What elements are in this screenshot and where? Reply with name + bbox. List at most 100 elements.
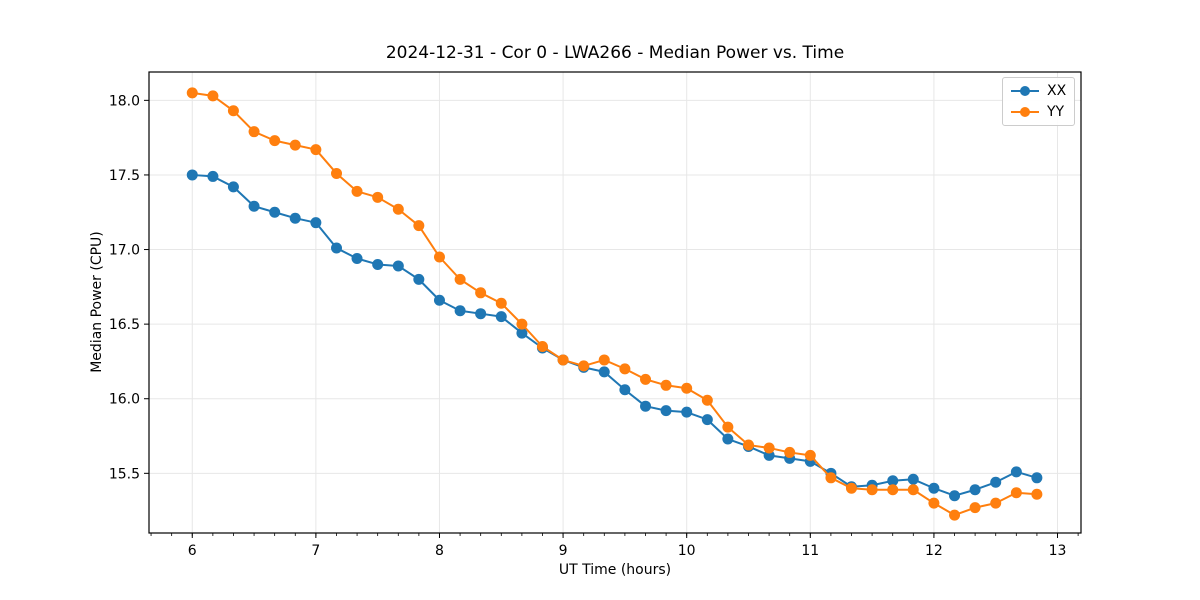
data-point-marker <box>1010 466 1022 478</box>
data-point-marker <box>742 439 754 451</box>
data-point-marker <box>949 490 961 502</box>
legend-sample-line-icon <box>1011 107 1039 117</box>
data-point-marker <box>1031 488 1043 500</box>
y-tick-label: 17.0 <box>109 243 140 259</box>
data-point-marker <box>969 484 981 496</box>
data-point-marker <box>722 421 734 433</box>
data-point-marker <box>495 311 507 323</box>
data-point-marker <box>413 273 425 285</box>
y-ticks: 15.5 16.0 16.5 17.0 17.5 18.0 <box>109 93 149 482</box>
data-point-marker <box>310 144 322 156</box>
data-point-marker <box>248 200 260 212</box>
y-tick-label: 16.5 <box>109 317 140 333</box>
y-tick-label: 18.0 <box>109 93 140 109</box>
data-point-marker <box>186 169 198 181</box>
plot-border <box>148 71 1082 534</box>
y-tick-label: 15.5 <box>109 466 140 482</box>
y-tick-label: 17.5 <box>109 168 140 184</box>
data-point-marker <box>701 394 713 406</box>
data-point-marker <box>845 482 857 494</box>
data-point-marker <box>248 126 260 138</box>
data-point-marker <box>763 442 775 454</box>
series-yy <box>186 87 1043 521</box>
data-point-marker <box>454 273 466 285</box>
data-point-marker <box>207 90 219 102</box>
data-point-marker <box>701 414 713 426</box>
data-point-marker <box>928 482 940 494</box>
data-point-marker <box>949 509 961 521</box>
data-point-marker <box>269 135 281 147</box>
y-tick-label: 16.0 <box>109 392 140 408</box>
data-point-marker <box>1031 472 1043 484</box>
data-point-marker <box>331 167 343 179</box>
legend-label: XX <box>1047 83 1067 99</box>
data-point-marker <box>990 476 1002 488</box>
x-ticks: 6 7 8 9 10 11 12 13 <box>188 533 1067 559</box>
data-point-marker <box>351 185 363 197</box>
series-line <box>192 91 1037 517</box>
data-point-marker <box>784 446 796 458</box>
x-tick-label: 9 <box>559 543 568 559</box>
data-point-marker <box>928 497 940 509</box>
data-point-marker <box>990 497 1002 509</box>
data-point-marker <box>413 220 425 232</box>
data-point-marker <box>186 87 198 99</box>
data-point-marker <box>454 305 466 317</box>
data-point-marker <box>598 354 610 366</box>
data-point-marker <box>619 384 631 396</box>
data-point-marker <box>1010 487 1022 499</box>
x-tick-label: 10 <box>678 543 696 559</box>
data-point-marker <box>310 217 322 229</box>
grid-lines <box>149 72 1081 533</box>
data-point-marker <box>681 382 693 394</box>
data-point-marker <box>269 206 281 218</box>
data-point-marker <box>681 406 693 418</box>
data-point-marker <box>516 318 528 330</box>
legend: XX YY <box>1002 77 1076 126</box>
data-point-marker <box>351 252 363 264</box>
data-point-marker <box>825 472 837 484</box>
data-point-marker <box>866 484 878 496</box>
series-xx <box>186 169 1043 502</box>
data-point-marker <box>660 379 672 391</box>
x-tick-label: 12 <box>925 543 943 559</box>
data-point-marker <box>289 212 301 224</box>
data-point-marker <box>722 433 734 445</box>
data-point-marker <box>372 258 384 270</box>
data-point-marker <box>536 341 548 353</box>
x-tick-label: 6 <box>188 543 197 559</box>
data-point-marker <box>495 297 507 309</box>
data-point-marker <box>619 363 631 375</box>
data-point-marker <box>660 405 672 417</box>
data-point-marker <box>907 473 919 485</box>
x-tick-label: 7 <box>311 543 320 559</box>
data-point-marker <box>516 327 528 339</box>
data-point-marker <box>887 484 899 496</box>
data-point-marker <box>804 449 816 461</box>
chart-title: 2024-12-31 - Cor 0 - LWA266 - Median Pow… <box>385 43 845 63</box>
data-point-marker <box>475 287 487 299</box>
legend-item-xx: XX <box>1010 81 1066 101</box>
data-point-marker <box>433 294 445 306</box>
data-point-marker <box>907 484 919 496</box>
data-point-marker <box>227 105 239 117</box>
legend-item-yy: YY <box>1010 102 1066 122</box>
data-point-marker <box>475 308 487 320</box>
data-point-marker <box>227 181 239 193</box>
data-point-marker <box>372 191 384 203</box>
legend-label: YY <box>1047 104 1065 120</box>
data-point-marker <box>640 373 652 385</box>
data-point-marker <box>578 360 590 372</box>
data-point-marker <box>433 251 445 263</box>
data-point-marker <box>640 400 652 412</box>
data-point-marker <box>331 242 343 254</box>
data-point-marker <box>557 354 569 366</box>
data-point-marker <box>598 366 610 378</box>
data-point-marker <box>969 502 981 514</box>
legend-sample-line-icon <box>1011 86 1039 96</box>
x-tick-label: 13 <box>1049 543 1067 559</box>
x-axis-label: UT Time (hours) <box>558 562 672 578</box>
x-tick-label: 11 <box>801 543 819 559</box>
